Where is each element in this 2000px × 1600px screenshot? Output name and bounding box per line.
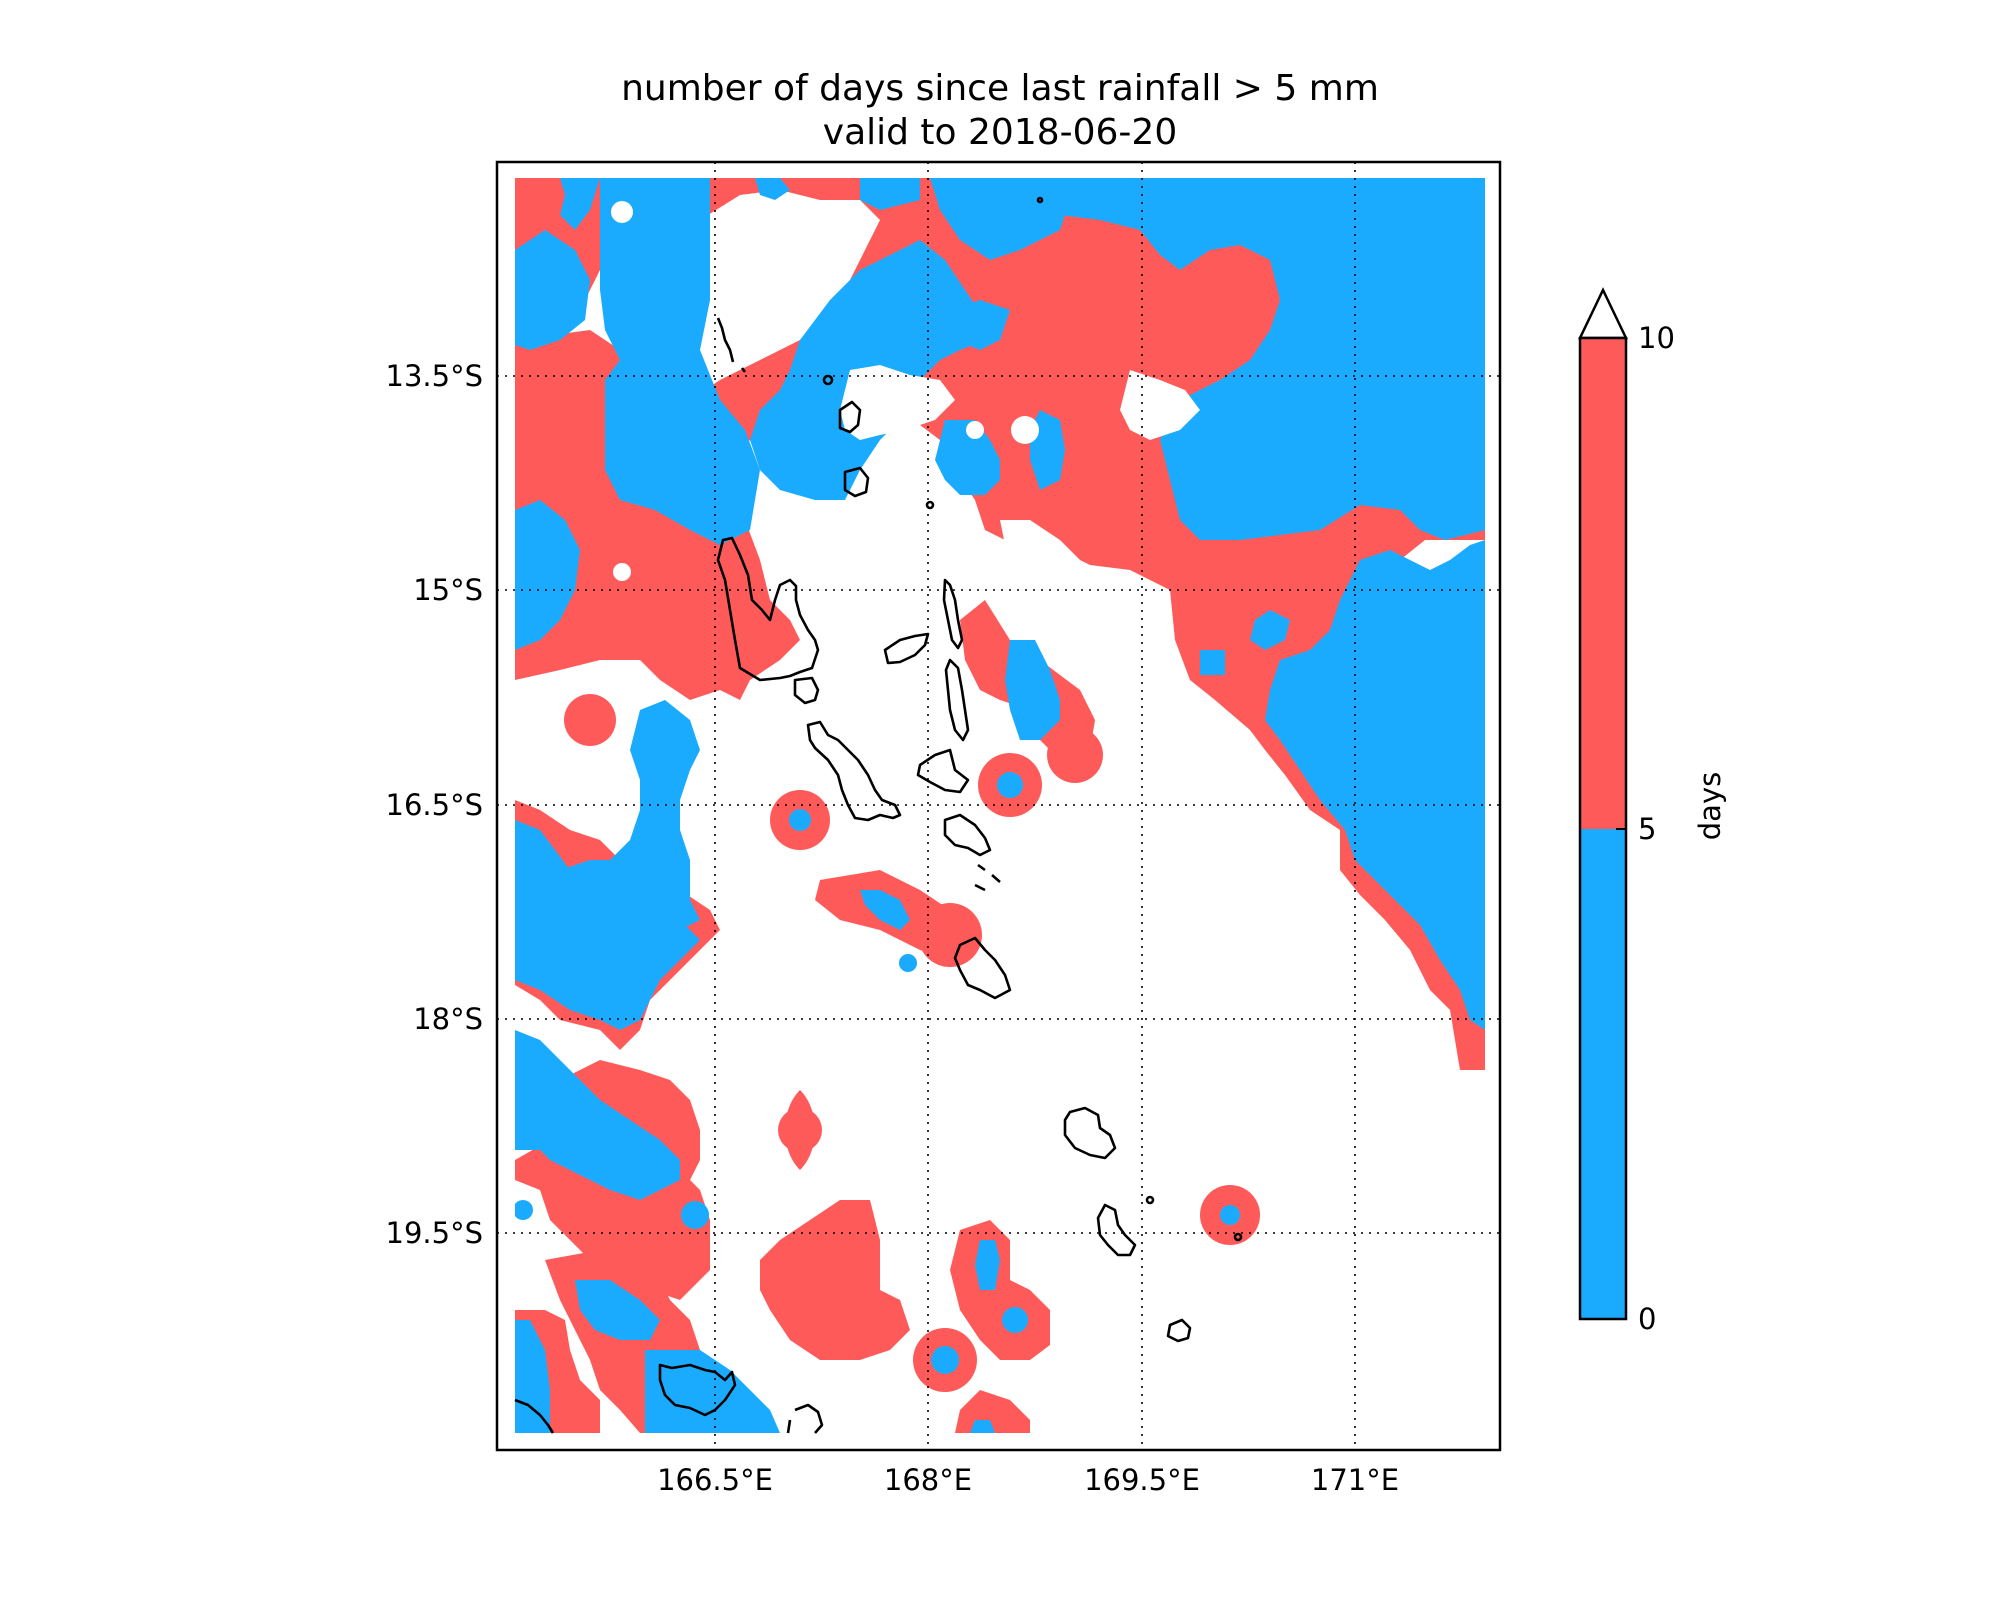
lon-tick-label: 169.5°E bbox=[1084, 1463, 1200, 1497]
colorbar-segment-0-to-5 bbox=[1580, 829, 1626, 1319]
map-title-line-1: number of days since last rainfall > 5 m… bbox=[621, 68, 1379, 109]
coastline-malekula bbox=[806, 720, 902, 822]
coastline-ambrym bbox=[916, 748, 970, 794]
coastline-islet bbox=[822, 374, 834, 386]
lat-tick-label: 19.5°S bbox=[386, 1216, 483, 1250]
latitude-tick-labels: 13.5°S 15°S 16.5°S 18°S 19.5°S bbox=[386, 359, 483, 1250]
coastline-espiritu-santo bbox=[716, 536, 820, 682]
map-gridlines bbox=[497, 162, 1500, 1450]
coastline-islet bbox=[1233, 1232, 1243, 1242]
lat-tick-label: 13.5°S bbox=[386, 359, 483, 393]
lon-tick-label: 168°E bbox=[884, 1463, 972, 1497]
colorbar-label: days bbox=[1693, 772, 1727, 840]
field-below-5-days bbox=[515, 178, 1485, 1433]
lat-tick-label: 16.5°S bbox=[386, 788, 483, 822]
coastline-aneityum bbox=[1166, 1318, 1192, 1343]
coastline-torres-islands bbox=[716, 317, 747, 373]
coastline-islet bbox=[1036, 196, 1044, 204]
colorbar-tick-label: 0 bbox=[1638, 1302, 1656, 1336]
coastline-new-caledonia bbox=[658, 1363, 737, 1417]
colorbar-tick-label: 5 bbox=[1638, 812, 1656, 846]
map-title-line-2: valid to 2018-06-20 bbox=[823, 112, 1177, 153]
coastline-maewo bbox=[942, 578, 964, 650]
coastline-ambae bbox=[883, 632, 930, 665]
field-over-10-days-holes bbox=[611, 201, 1200, 600]
colorbar-segment-5-to-10 bbox=[1580, 338, 1626, 829]
coastline-shepherd-islands bbox=[974, 863, 1001, 892]
coastline-loyalty-islands bbox=[786, 1403, 824, 1434]
rainfall-days-field bbox=[515, 178, 1485, 1433]
colorbar: 0 5 10 days bbox=[1578, 287, 1727, 1336]
coastline-erromango bbox=[1063, 1106, 1117, 1160]
coastline-efate bbox=[953, 936, 1012, 1000]
coastline-epi bbox=[943, 813, 992, 857]
lat-tick-label: 18°S bbox=[413, 1002, 483, 1036]
lon-tick-label: 166.5°E bbox=[657, 1463, 773, 1497]
coastline-pentecost bbox=[944, 658, 970, 742]
coastlines bbox=[514, 196, 1243, 1434]
lat-tick-label: 15°S bbox=[413, 573, 483, 607]
coastline-southwest-corner bbox=[514, 1398, 555, 1434]
colorbar-tick-label: 10 bbox=[1638, 321, 1675, 355]
coastline-islet bbox=[1145, 1195, 1155, 1205]
coastline-banks-vanua-lava bbox=[838, 400, 862, 434]
coastline-banks-gaua bbox=[843, 466, 870, 498]
longitude-tick-labels: 166.5°E 168°E 169.5°E 171°E bbox=[657, 1463, 1399, 1497]
colorbar-extend-max-triangle bbox=[1578, 287, 1628, 340]
coastline-malo bbox=[793, 676, 820, 705]
map-frame bbox=[495, 160, 1502, 1452]
coastline-tanna bbox=[1096, 1203, 1137, 1257]
coastline-islet bbox=[925, 500, 935, 510]
lon-tick-label: 171°E bbox=[1311, 1463, 1399, 1497]
